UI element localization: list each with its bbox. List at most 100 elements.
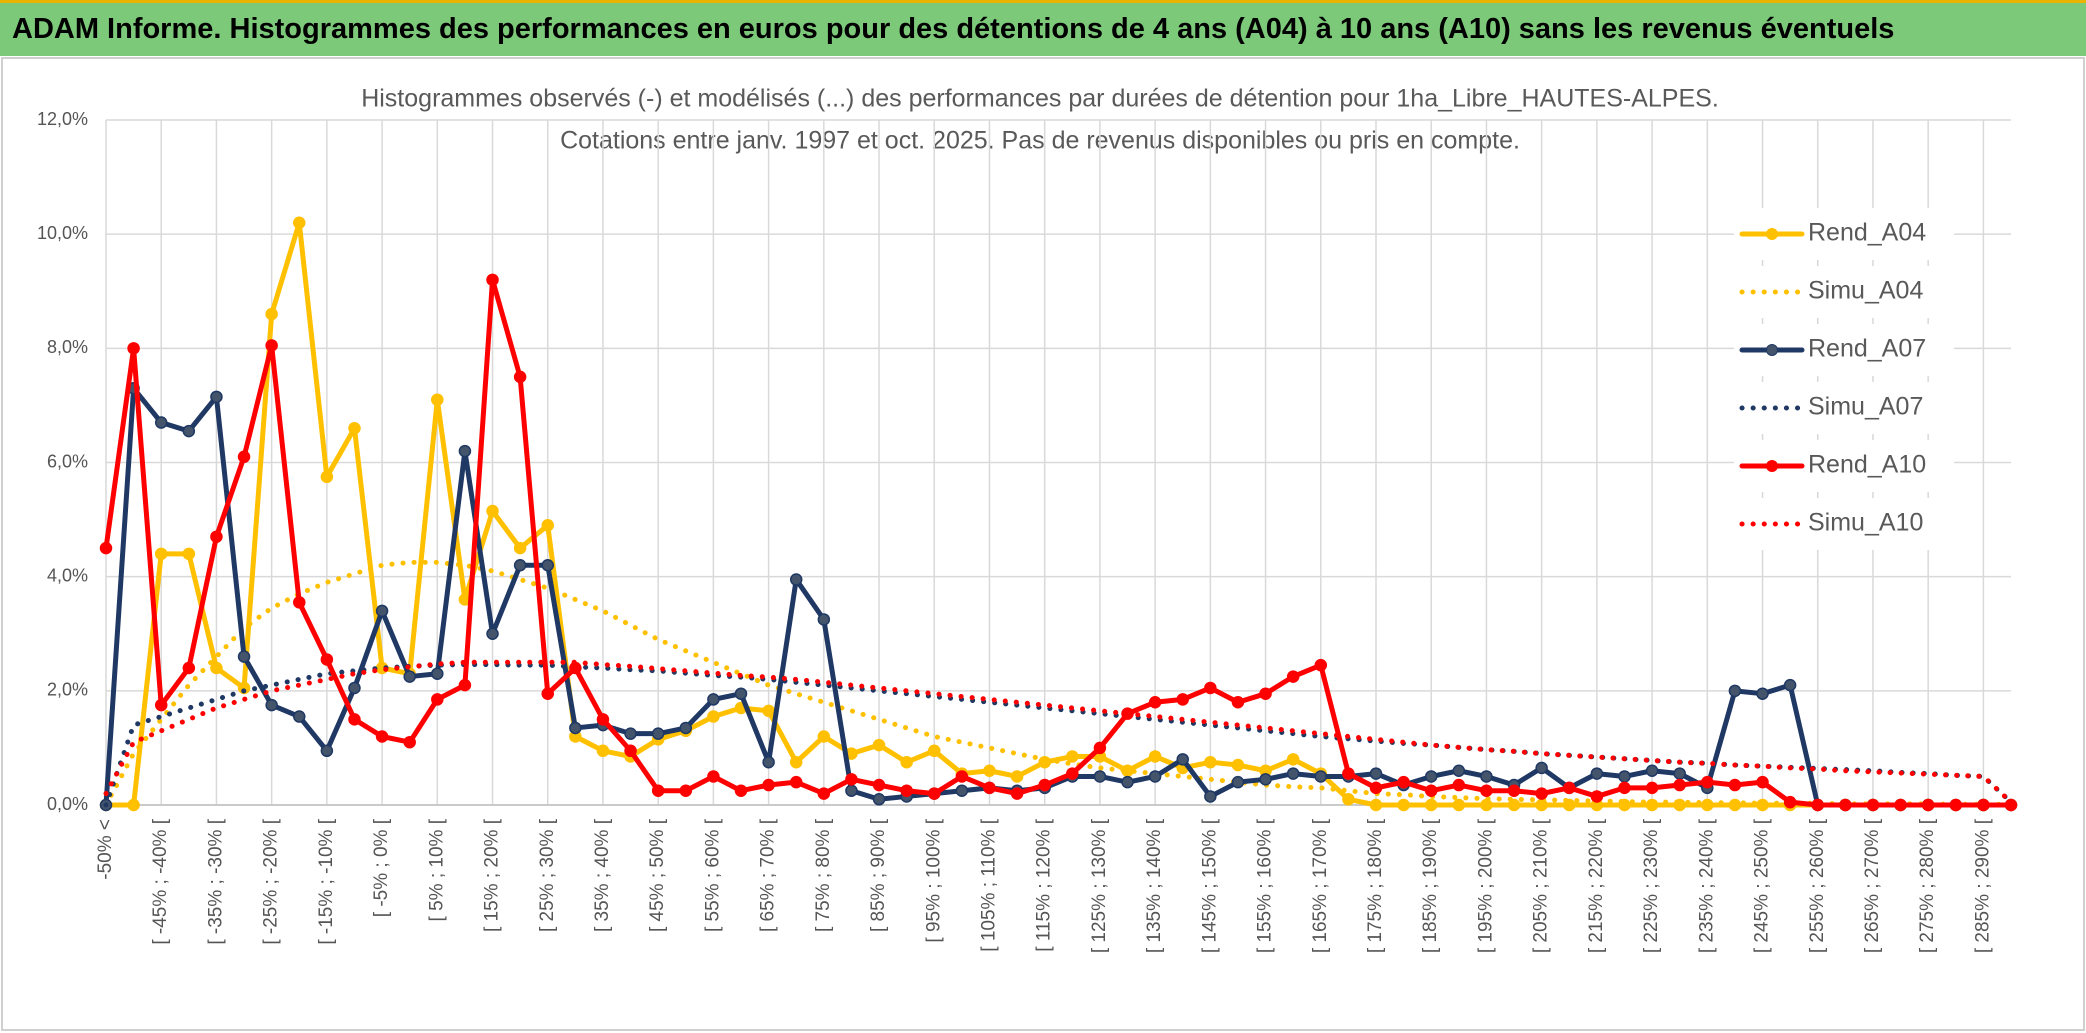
point-marker — [1783, 795, 1797, 809]
simulated-line — [103, 559, 2014, 808]
legend-marker — [1766, 228, 1778, 240]
point-marker — [541, 559, 554, 572]
point-marker — [431, 693, 444, 706]
point-marker — [817, 613, 831, 626]
x-tick-label: [ 105% ; 110% [ — [978, 818, 999, 951]
point-marker — [265, 307, 278, 321]
x-tick-label: [ 175% ; 180% [ — [1365, 818, 1386, 953]
x-tick-label: [ 115% ; 120% [ — [1034, 818, 1055, 951]
point-marker — [1231, 696, 1245, 709]
x-tick-label: [ 55% ; 60% [ — [702, 818, 723, 932]
point-marker — [486, 273, 499, 287]
point-marker — [955, 770, 969, 783]
simulated-line — [103, 659, 2014, 805]
point-marker — [679, 784, 693, 797]
point-marker — [1342, 767, 1355, 780]
point-marker — [1148, 770, 1162, 783]
point-marker — [348, 422, 361, 435]
point-marker — [486, 627, 499, 640]
point-marker — [762, 778, 775, 792]
point-marker — [320, 470, 334, 484]
legend-label: Rend_A10 — [1808, 451, 1926, 479]
x-tick-label: [ 225% ; 230% [ — [1641, 818, 1662, 953]
point-marker — [1204, 755, 1217, 769]
point-marker — [845, 784, 858, 797]
point-marker — [431, 667, 444, 680]
y-tick-label: 0,0% — [47, 794, 88, 814]
legend-marker — [1766, 344, 1778, 356]
point-marker — [1204, 790, 1217, 803]
point-marker — [1121, 775, 1134, 789]
legend-background — [1734, 266, 1954, 318]
point-marker — [1010, 770, 1024, 783]
point-marker — [1176, 693, 1189, 706]
point-marker — [513, 370, 527, 384]
legend-background — [1734, 498, 1954, 550]
point-marker — [707, 770, 720, 783]
point-marker — [1756, 775, 1769, 789]
point-marker — [1369, 798, 1383, 812]
point-marker — [789, 775, 803, 789]
x-tick-label: [ 145% ; 150% [ — [1199, 818, 1220, 953]
point-marker — [320, 653, 334, 666]
x-tick-label: [ 205% ; 210% [ — [1531, 818, 1552, 953]
point-marker — [541, 687, 554, 700]
point-marker — [1066, 767, 1079, 780]
x-tick-label: [ 195% ; 200% [ — [1475, 818, 1496, 953]
x-tick-label: [ 245% ; 250% [ — [1752, 818, 1773, 953]
x-tick-label: [ -15% ; -10% [ — [316, 818, 337, 944]
y-tick-label: 2,0% — [47, 680, 88, 700]
x-tick-label: -50% < — [95, 819, 116, 880]
point-marker — [817, 787, 831, 800]
point-marker — [348, 713, 361, 726]
point-marker — [1286, 670, 1300, 683]
point-marker — [983, 764, 996, 777]
point-marker — [1921, 798, 1935, 812]
x-tick-label: [ 235% ; 240% [ — [1696, 818, 1717, 953]
y-tick-label: 6,0% — [47, 451, 88, 471]
point-marker — [1645, 781, 1659, 795]
x-tick-label: [ 85% ; 90% [ — [868, 818, 889, 932]
point-marker — [431, 393, 444, 406]
legend-label: Simu_A04 — [1808, 277, 1923, 305]
point-marker — [1342, 793, 1355, 806]
point-marker — [1480, 798, 1493, 812]
point-marker — [1093, 741, 1107, 755]
x-tick-label: [ 285% ; 290% [ — [1972, 818, 1993, 953]
point-marker — [817, 730, 831, 743]
point-marker — [1369, 767, 1383, 780]
point-marker — [1148, 696, 1162, 709]
point-marker — [154, 547, 168, 561]
point-marker — [624, 744, 637, 758]
point-marker — [210, 661, 223, 675]
point-marker — [872, 738, 886, 752]
point-marker — [1590, 767, 1604, 780]
point-marker — [734, 784, 748, 797]
point-marker — [1148, 750, 1162, 763]
point-marker — [1673, 767, 1686, 780]
x-tick-label: [ 155% ; 160% [ — [1255, 818, 1276, 953]
point-marker — [237, 450, 251, 464]
point-marker — [486, 504, 499, 518]
point-marker — [1563, 781, 1576, 795]
point-marker — [707, 710, 720, 723]
y-tick-label: 8,0% — [47, 337, 88, 357]
point-marker — [293, 710, 306, 723]
legend-background — [1734, 382, 1954, 434]
point-marker — [1783, 678, 1797, 692]
point-marker — [1066, 750, 1079, 763]
point-marker — [1701, 775, 1714, 789]
point-marker — [1894, 798, 1907, 812]
point-marker — [1369, 781, 1383, 795]
point-marker — [762, 704, 775, 718]
simulated-line — [103, 662, 2014, 808]
observed-line — [103, 277, 2014, 808]
point-marker — [1645, 764, 1659, 777]
point-marker — [127, 798, 140, 812]
x-tick-label: [ 255% ; 260% [ — [1807, 818, 1828, 953]
point-marker — [513, 559, 527, 572]
point-marker — [210, 390, 223, 404]
x-tick-label: [ -25% ; -20% [ — [261, 818, 282, 944]
x-tick-label: [ 65% ; 70% [ — [758, 818, 779, 932]
point-marker — [293, 216, 306, 229]
